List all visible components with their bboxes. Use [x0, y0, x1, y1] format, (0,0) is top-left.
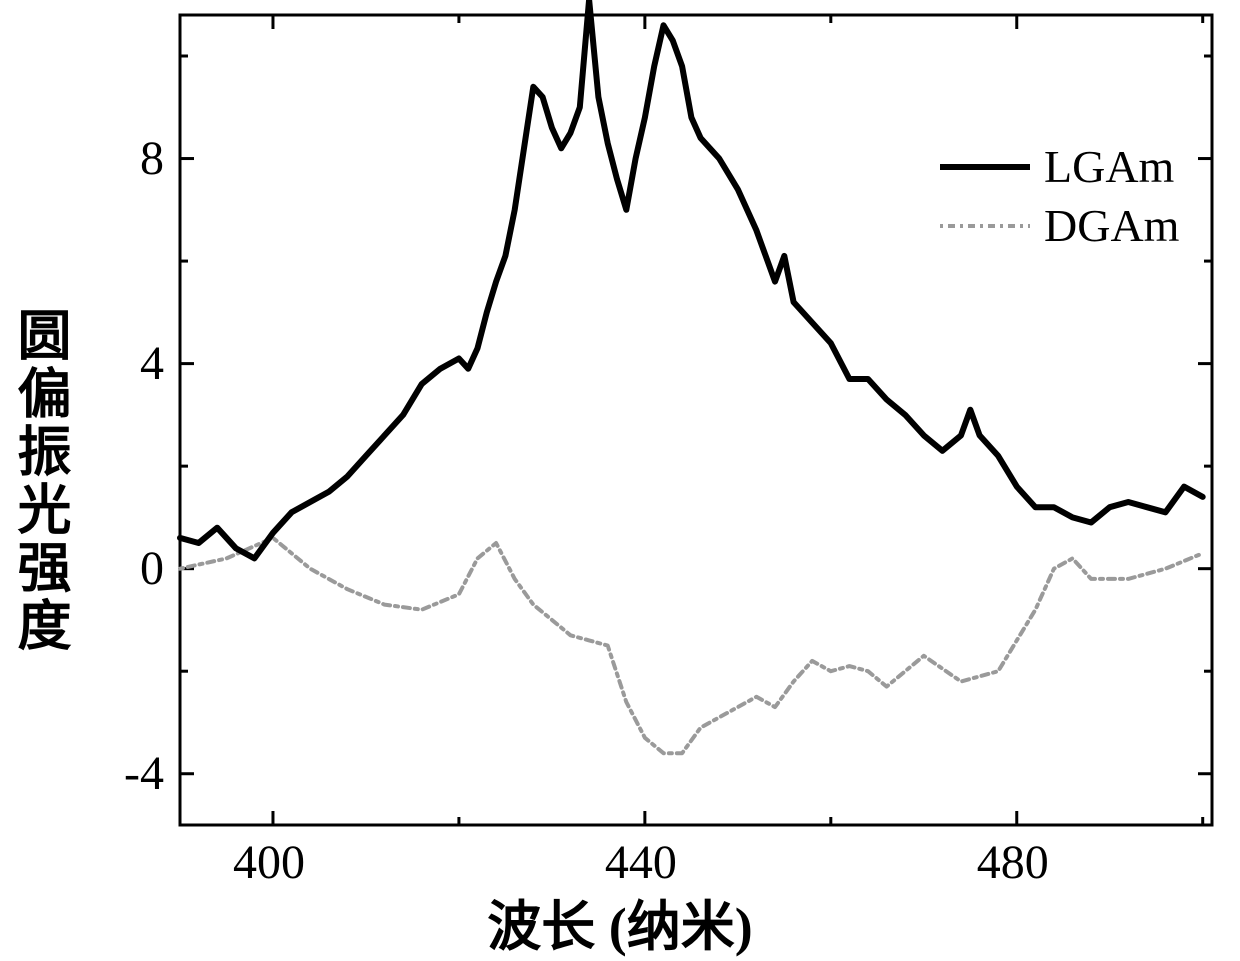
y-tick-label: 4: [140, 336, 164, 391]
cpl-spectrum-chart: 圆偏振光强度 波长 (纳米) 400 440 480 -4 0 4 8 LGAm DGAm: [0, 0, 1240, 961]
y-axis-label: 圆偏振光强度: [0, 307, 79, 655]
x-tick-label: 480: [977, 835, 1049, 890]
x-tick-label: 400: [233, 835, 305, 890]
y-tick-label: -4: [124, 746, 164, 801]
x-axis-label: 波长 (纳米): [487, 882, 752, 961]
legend: LGAm DGAm: [940, 140, 1179, 252]
y-tick-label: 8: [140, 131, 164, 186]
legend-entry-dgam: DGAm: [940, 199, 1179, 252]
series-dgam: [180, 538, 1203, 753]
legend-label-lgam: LGAm: [1044, 140, 1174, 193]
series-lgam: [180, 0, 1203, 558]
legend-swatch-dgam: [940, 214, 1030, 238]
legend-label-dgam: DGAm: [1044, 199, 1179, 252]
legend-swatch-lgam: [940, 155, 1030, 179]
y-tick-label: 0: [140, 541, 164, 596]
legend-entry-lgam: LGAm: [940, 140, 1179, 193]
x-tick-label: 440: [605, 835, 677, 890]
